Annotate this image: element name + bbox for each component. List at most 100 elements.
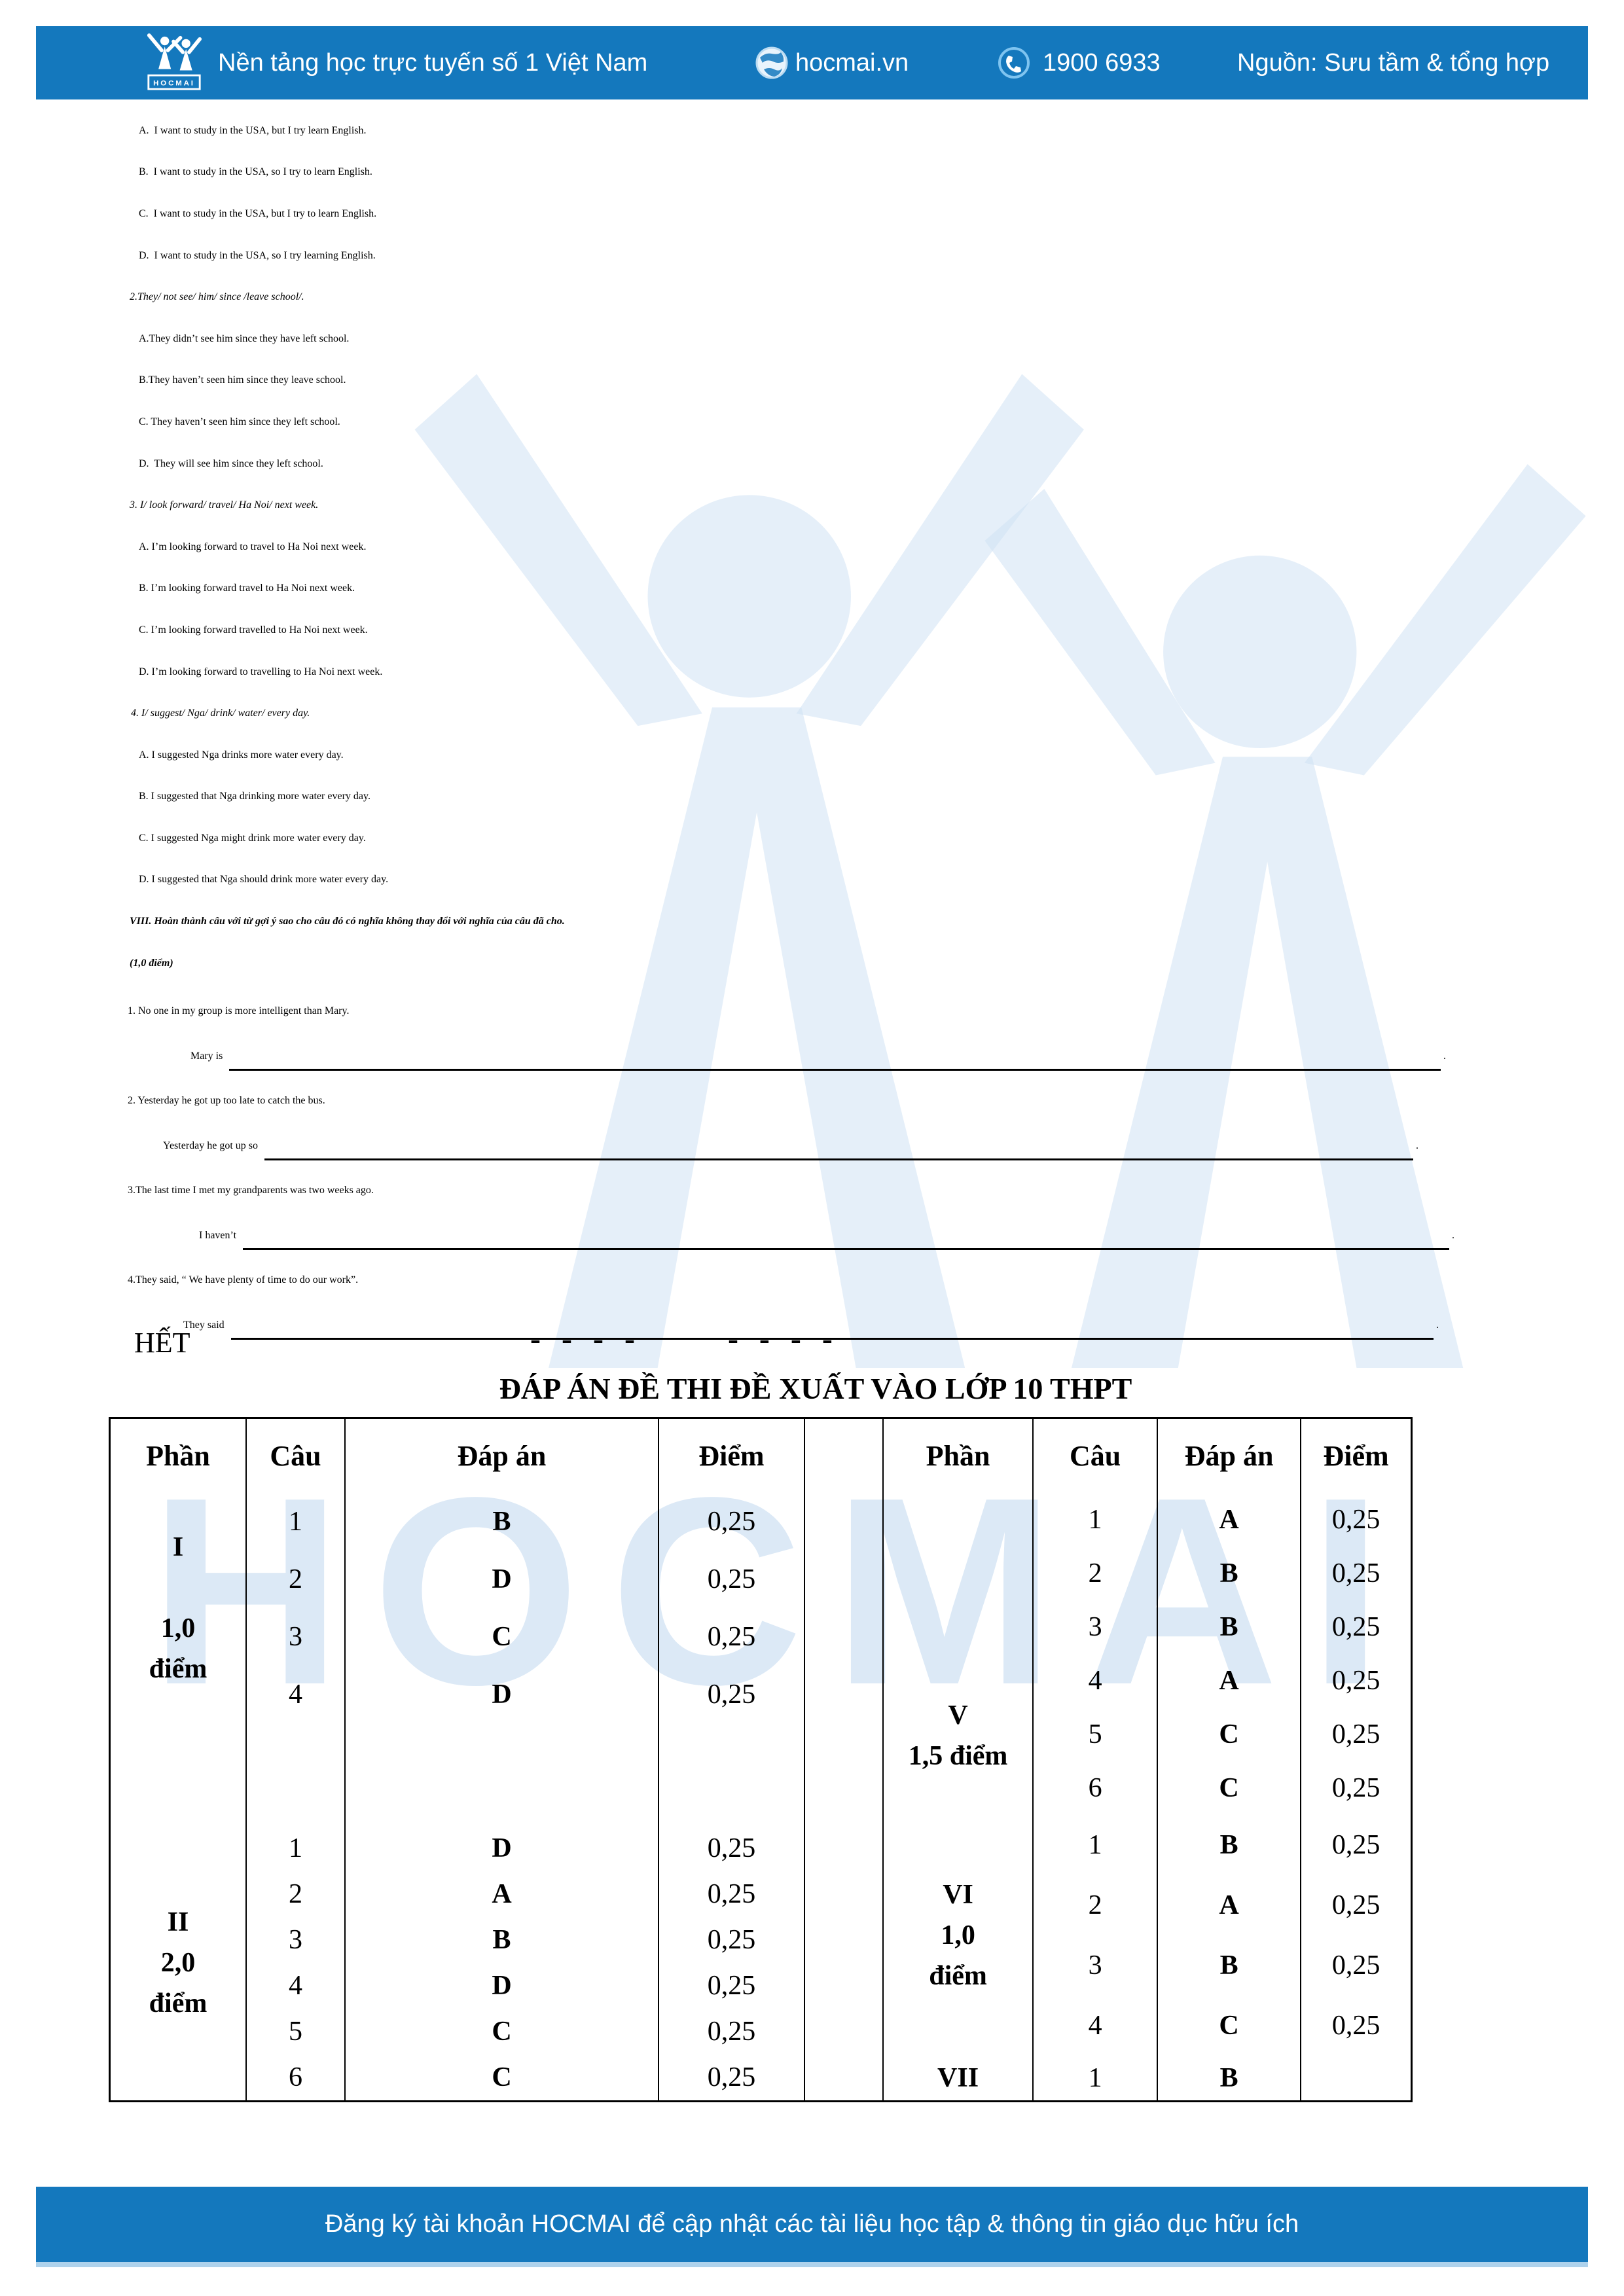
diem-cell — [1300, 2056, 1411, 2100]
cau-cell: 1 — [1032, 1815, 1158, 1875]
hocmai-logo-icon: HOCMAI — [147, 33, 202, 90]
cau-cell: 5 — [245, 2009, 345, 2054]
answer-table: Phần Câu Đáp án Điểm I 1,0 điểm 1 B 0,25 2 D 0,25 3 C… — [109, 1417, 1413, 2102]
answer-row: VI 1,0 điểm 1 B 0,25 — [884, 1815, 1411, 1991]
header-website[interactable]: hocmai.vn — [795, 48, 909, 77]
diem-cell: 0,25 — [658, 1825, 804, 1871]
column-header: Câu — [1032, 1419, 1158, 1493]
column-header: Câu — [245, 1419, 345, 1493]
answer-option: D. I’m looking forward to travelling to … — [139, 666, 383, 677]
dapan-cell: C — [344, 2054, 659, 2100]
question-prompt: 3. I/ look forward/ travel/ Ha Noi/ next… — [130, 499, 319, 511]
answer-option: C. I’m looking forward travelled to Ha N… — [139, 624, 368, 636]
cau-cell: 2 — [1032, 1875, 1158, 1935]
diem-cell: 0,25 — [1300, 1708, 1411, 1761]
diem-cell: 0,25 — [658, 1493, 804, 1551]
stem-period: . — [1452, 1229, 1454, 1241]
diem-cell: 0,25 — [658, 2009, 804, 2054]
header-tagline: Nền tảng học trực tuyến số 1 Việt Nam — [218, 48, 648, 77]
cau-cell: 1 — [245, 1825, 345, 1871]
dapan-cell: D — [344, 1825, 659, 1871]
answer-option: C. I want to study in the USA, but I try… — [139, 207, 377, 219]
dapan-cell: B — [1157, 1547, 1301, 1600]
rewrite-stem-text: Mary is — [190, 1050, 223, 1062]
answer-option: B. I want to study in the USA, so I try … — [139, 166, 372, 178]
answer-row: V 1,5 điểm 1 A 0,25 — [884, 1493, 1411, 1771]
column-header: Phần — [146, 1440, 210, 1472]
dapan-cell: B — [1157, 1600, 1301, 1654]
column-header: Đáp án — [344, 1419, 659, 1493]
spacer-cell — [344, 1723, 659, 1825]
diem-cell: 0,25 — [1300, 1815, 1411, 1875]
answer-table-left: Phần Câu Đáp án Điểm I 1,0 điểm 1 B 0,25 2 D 0,25 3 C… — [111, 1419, 804, 2100]
exam-rewrite-items: 1. No one in my group is more intelligen… — [0, 989, 1624, 1348]
spacer-cell — [111, 1723, 246, 1825]
footer-accent-strip — [36, 2262, 1588, 2267]
section-viii-heading: VIII. Hoàn thành câu với từ gợi ý sao ch… — [130, 916, 565, 927]
answer-row: 3 B 0,25 — [884, 1935, 1411, 1996]
cau-cell: 2 — [245, 1871, 345, 1917]
rewrite-given-sentence: 3.The last time I met my grandparents wa… — [128, 1185, 374, 1196]
blank-underline[interactable] — [229, 1068, 1441, 1071]
rewrite-stem-text: I haven’t — [199, 1229, 237, 1241]
spacer-row — [111, 1723, 804, 1825]
stem-period: . — [1416, 1139, 1418, 1151]
cau-cell: 4 — [245, 1963, 345, 2009]
rewrite-given-sentence: 1. No one in my group is more intelligen… — [128, 1005, 350, 1017]
answer-option: A. I suggested Nga drinks more water eve… — [139, 749, 344, 761]
spacer-cell — [658, 1723, 804, 1825]
answer-option: A. I’m looking forward to travel to Ha N… — [139, 541, 367, 552]
cau-cell: 3 — [245, 1917, 345, 1963]
answer-row: 5 C 0,25 — [884, 1708, 1411, 1761]
section-viii-points: (1,0 điểm) — [130, 957, 173, 969]
dapan-cell: C — [1157, 1708, 1301, 1761]
cau-cell: 5 — [1032, 1708, 1158, 1761]
answer-option: A.They didn’t see him since they have le… — [139, 332, 350, 344]
dapan-cell: A — [1157, 1493, 1301, 1547]
dapan-cell: C — [344, 1608, 659, 1666]
phan-section-label: II 2,0 điểm — [149, 1907, 208, 2018]
answer-row: 4 D 0,25 — [111, 1666, 804, 1723]
answer-table-title: ĐÁP ÁN ĐỀ THI ĐỀ XUẤT VÀO LỚP 10 THPT — [499, 1372, 1132, 1405]
answer-row: I 1,0 điểm 1 B 0,25 — [111, 1493, 804, 1684]
blank-underline[interactable] — [264, 1158, 1413, 1160]
answer-row: 3 B 0,25 — [884, 1600, 1411, 1654]
answer-table-spacer-column — [804, 1419, 884, 2100]
answer-row: 3 B 0,25 — [111, 1917, 804, 1963]
exam-questions: A. I want to study in the USA, but I try… — [0, 110, 1624, 984]
blank-underline[interactable] — [243, 1247, 1449, 1250]
answer-table-header-row: Phần Câu Đáp án Điểm — [111, 1419, 804, 1493]
globe-icon — [755, 26, 789, 99]
phan-section-label: V 1,5 điểm — [908, 1700, 1008, 1771]
answer-row: 2 A 0,25 — [111, 1871, 804, 1917]
dapan-cell: C — [344, 2009, 659, 2054]
answer-option: D. I want to study in the USA, so I try … — [139, 249, 376, 261]
cau-cell: 3 — [245, 1608, 345, 1666]
hocmai-logo: HOCMAI — [146, 26, 202, 99]
answer-table-right: Phần Câu Đáp án Điểm V 1,5 điểm 1 A 0,25 2 B 0,25 3 B… — [884, 1419, 1411, 2100]
cau-cell: 6 — [1032, 1761, 1158, 1815]
diem-cell: 0,25 — [658, 1551, 804, 1608]
answer-row: II 2,0 điểm 1 D 0,25 — [111, 1825, 804, 2018]
cau-cell: 4 — [1032, 1996, 1158, 2056]
cau-cell: 3 — [1032, 1935, 1158, 1996]
header-source: Nguồn: Sưu tầm & tổng hợp — [1237, 48, 1550, 77]
phan-section-label: VII — [937, 2063, 979, 2093]
answer-option: B. I suggested that Nga drinking more wa… — [139, 791, 370, 802]
end-label: HẾT — [134, 1327, 190, 1359]
dapan-cell: A — [344, 1871, 659, 1917]
column-header: Điểm — [658, 1419, 804, 1493]
answer-row: 6 C 0,25 — [111, 2054, 804, 2100]
diem-cell: 0,25 — [658, 2054, 804, 2100]
cau-cell: 4 — [245, 1666, 345, 1723]
answer-row: 5 C 0,25 — [111, 2009, 804, 2054]
phone-icon — [997, 26, 1031, 99]
cau-cell: 1 — [245, 1493, 345, 1551]
header-phone[interactable]: 1900 6933 — [1043, 48, 1161, 77]
dapan-cell: D — [344, 1963, 659, 2009]
answer-row: VII 1 B — [884, 2056, 1411, 2100]
answer-row: 4 D 0,25 — [111, 1963, 804, 2009]
phan-section-label: I 1,0 điểm — [149, 1532, 208, 1684]
diem-cell: 0,25 — [1300, 1547, 1411, 1600]
diem-cell: 0,25 — [658, 1917, 804, 1963]
